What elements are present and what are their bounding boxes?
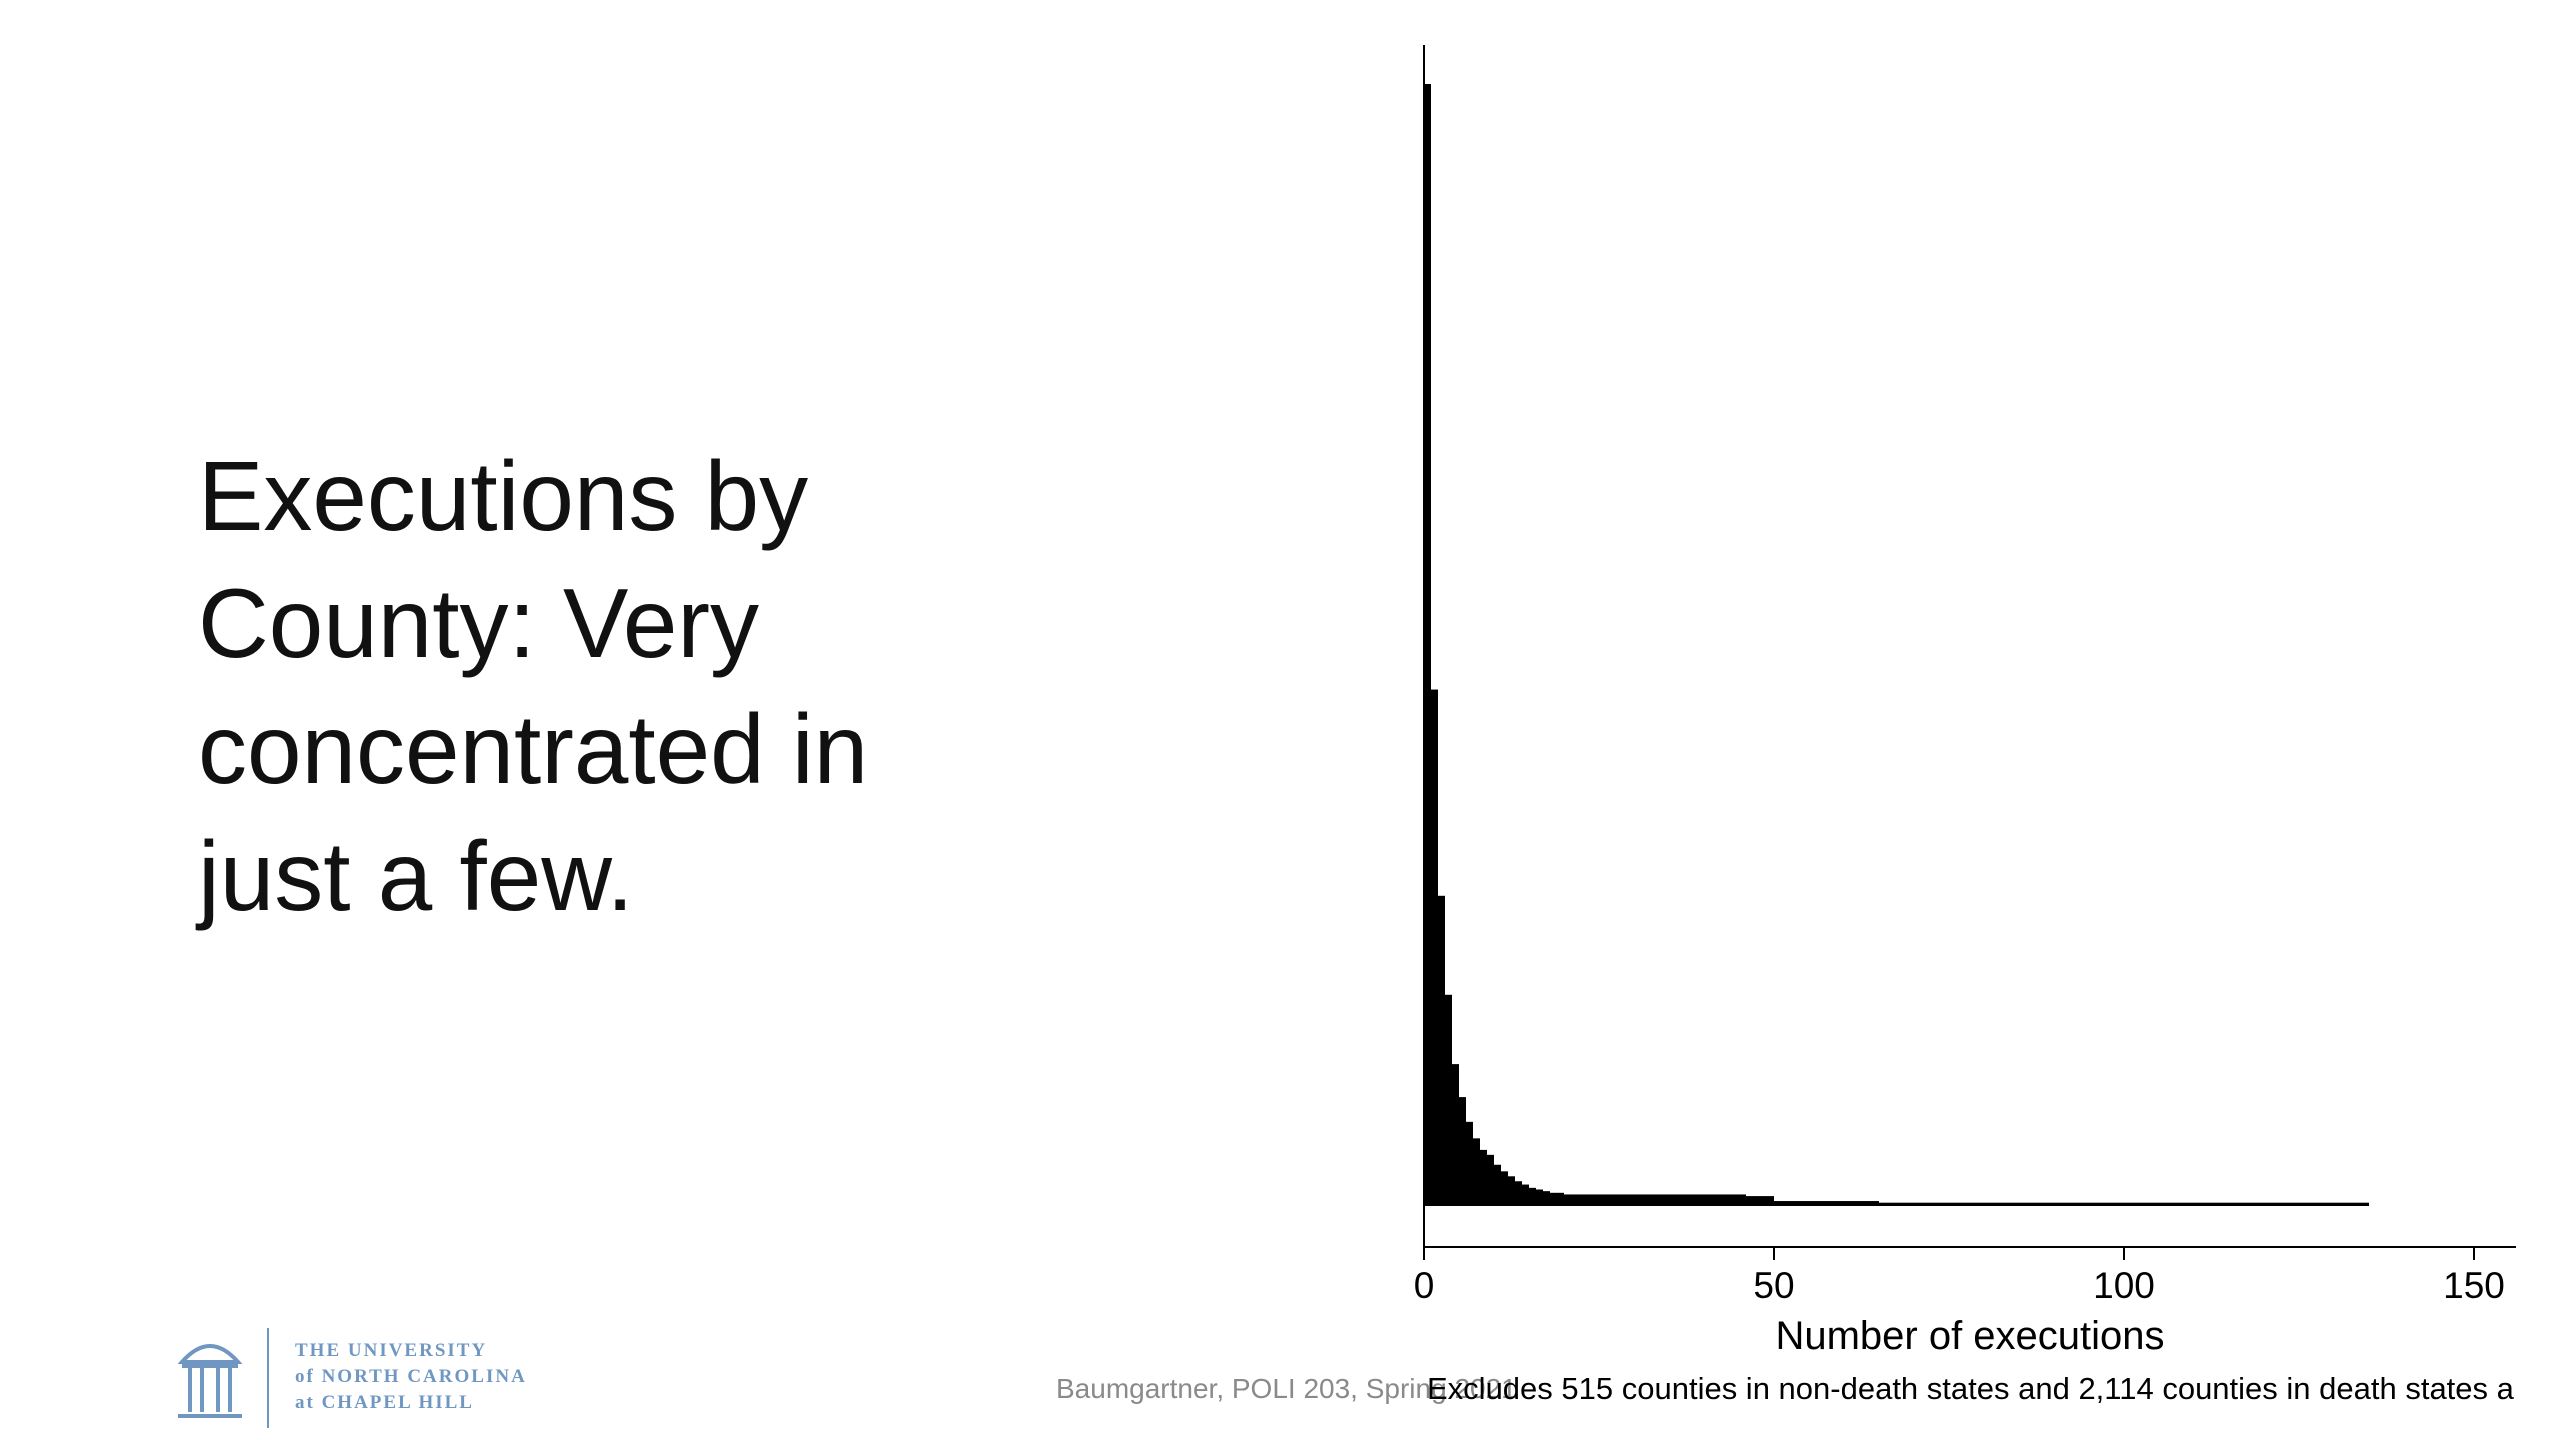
bar [1557, 1192, 1564, 1206]
logo-text: at CHAPEL HILL [295, 1392, 474, 1413]
bar [1473, 1138, 1480, 1206]
bar [1494, 1164, 1501, 1206]
slide-title-line: just a few. [195, 821, 634, 931]
bar [1774, 1201, 1879, 1206]
bar [1459, 1097, 1466, 1206]
bar [1452, 1064, 1459, 1206]
bar [1424, 84, 1431, 1206]
logo: THE UNIVERSITY of NORTH CAROLINA at CHAP… [177, 1328, 527, 1428]
bar [1501, 1171, 1508, 1206]
chart-note: Excludes 515 counties in non-death state… [1427, 1371, 2515, 1406]
bar [1536, 1189, 1543, 1206]
bar [1879, 1202, 2369, 1206]
bar [1438, 895, 1445, 1206]
bar [1487, 1154, 1494, 1206]
bar [1515, 1181, 1522, 1206]
slide-title-line: Executions by [198, 441, 808, 551]
bar [1466, 1121, 1473, 1206]
bar [1480, 1149, 1487, 1206]
x-tick-label: 150 [2443, 1265, 2505, 1306]
bar [1508, 1176, 1515, 1206]
slide-title-line: County: Very [198, 568, 759, 678]
bar [1445, 994, 1452, 1206]
x-tick-label: 100 [2093, 1265, 2155, 1306]
x-axis-label: Number of executions [1775, 1314, 2164, 1358]
x-tick-label: 50 [1753, 1265, 1794, 1306]
bar [1746, 1196, 1774, 1206]
bar [1522, 1184, 1529, 1206]
logo-text: THE UNIVERSITY [295, 1340, 487, 1361]
footer: Baumgartner, POLI 203, Spring 2021 [1056, 1373, 1517, 1404]
x-tick-label: 0 [1414, 1265, 1435, 1306]
slide-title-line: concentrated in [198, 694, 868, 804]
bar [1529, 1187, 1536, 1206]
bar [1431, 689, 1438, 1206]
bar [1564, 1194, 1746, 1206]
bar [1543, 1191, 1550, 1206]
logo-icon [177, 1328, 269, 1428]
logo-text: of NORTH CAROLINA [295, 1366, 527, 1387]
bar [1550, 1192, 1557, 1206]
chart: 0 50 100 150 Number of executions Excludes 51… [1414, 45, 2516, 1406]
